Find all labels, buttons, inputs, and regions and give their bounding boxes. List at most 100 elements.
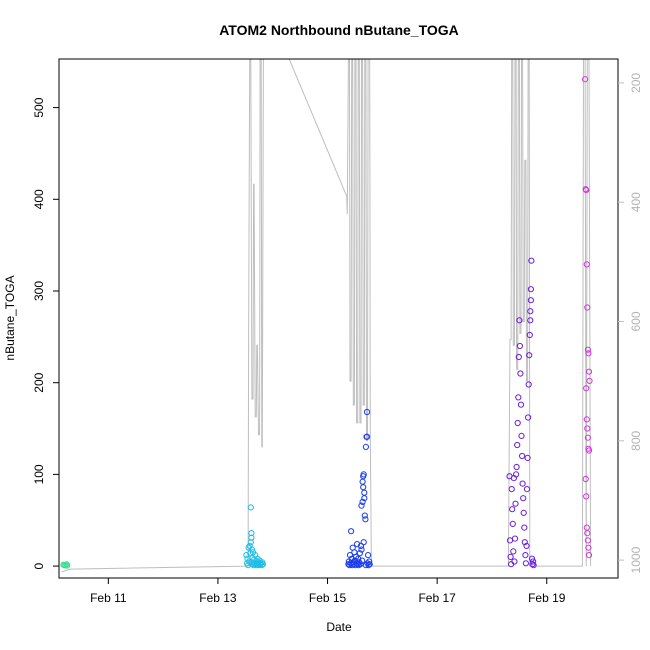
data-point xyxy=(513,471,520,478)
data-point xyxy=(509,520,516,528)
x-tick-label: Feb 11 xyxy=(90,591,127,605)
right-tick-label: 800 xyxy=(629,430,643,450)
data-point xyxy=(521,524,528,531)
data-point xyxy=(362,516,369,523)
data-point xyxy=(366,558,373,565)
data-point xyxy=(517,370,524,377)
data-point xyxy=(511,535,519,542)
data-point xyxy=(530,558,537,565)
data-point xyxy=(527,308,534,315)
data-point xyxy=(510,548,517,555)
right-axis: 200 400 600 800 1000 xyxy=(618,73,643,573)
data-point xyxy=(526,331,533,339)
data-point xyxy=(64,562,71,569)
data-point xyxy=(529,561,536,568)
data-point xyxy=(346,552,354,559)
data-point xyxy=(515,394,522,401)
data-point xyxy=(520,509,527,517)
data-point xyxy=(360,539,367,546)
data-point xyxy=(361,489,368,496)
data-point xyxy=(360,471,367,478)
y-axis-label: nButane_TOGA xyxy=(3,275,17,360)
data-point xyxy=(259,561,266,568)
right-tick-label: 400 xyxy=(629,192,643,212)
y-tick-label: 500 xyxy=(32,97,46,117)
y-tick-label: 400 xyxy=(32,189,46,209)
data-point xyxy=(584,346,592,353)
data-point xyxy=(583,524,590,531)
data-point xyxy=(365,552,372,559)
data-point xyxy=(518,432,525,439)
data-point xyxy=(509,506,516,513)
data-point xyxy=(583,385,590,392)
data-point xyxy=(363,408,371,416)
data-point xyxy=(516,317,523,324)
data-point xyxy=(530,562,537,569)
x-tick-label: Feb 17 xyxy=(418,591,456,605)
pressure-trace-line xyxy=(61,58,592,573)
data-point xyxy=(519,452,526,460)
data-point xyxy=(519,480,526,487)
data-point xyxy=(358,546,365,553)
data-point xyxy=(515,353,522,361)
data-point xyxy=(585,544,592,551)
data-point xyxy=(585,350,592,357)
data-point xyxy=(358,502,365,509)
data-point xyxy=(526,352,533,359)
data-point xyxy=(517,401,525,408)
data-point xyxy=(528,257,535,264)
data-point xyxy=(525,381,532,388)
data-point xyxy=(584,530,591,537)
data-point xyxy=(522,560,530,567)
data-point xyxy=(362,443,369,450)
data-point xyxy=(366,561,373,568)
x-axis: Feb 11 Feb 13 Feb 15 Feb 17 Feb 19 xyxy=(90,578,566,605)
data-points-layer xyxy=(60,76,593,569)
data-point xyxy=(512,500,519,507)
data-point xyxy=(583,187,590,194)
y-tick-label: 100 xyxy=(32,464,46,484)
right-tick-label: 1000 xyxy=(629,546,643,573)
data-point xyxy=(363,433,371,440)
data-point xyxy=(522,552,529,559)
data-point xyxy=(585,552,593,559)
data-point xyxy=(258,562,265,569)
chart-title: ATOM2 Northbound nButane_TOGA xyxy=(219,22,459,38)
x-tick-label: Feb 13 xyxy=(199,591,237,605)
data-point xyxy=(361,512,368,519)
data-point xyxy=(511,558,518,565)
pressure-trace-layer xyxy=(61,58,592,573)
right-tick-label: 200 xyxy=(629,73,643,93)
data-point xyxy=(521,539,528,546)
data-point xyxy=(524,454,531,461)
data-point xyxy=(361,495,368,502)
y-tick-label: 300 xyxy=(32,281,46,301)
data-point xyxy=(584,434,592,441)
data-point xyxy=(583,261,590,268)
data-point xyxy=(582,76,589,83)
data-point xyxy=(527,286,535,293)
right-tick-label: 600 xyxy=(629,311,643,331)
data-point xyxy=(247,539,254,546)
data-point xyxy=(248,534,255,541)
data-point xyxy=(359,478,366,485)
data-point xyxy=(525,414,532,421)
x-axis-label: Date xyxy=(326,620,352,634)
data-point xyxy=(513,463,520,471)
data-point xyxy=(523,486,531,493)
y-tick-label: 200 xyxy=(32,372,46,392)
y-axis: 0 100 200 300 400 500 xyxy=(32,97,59,569)
x-tick-label: Feb 19 xyxy=(528,591,566,605)
data-point xyxy=(348,528,355,535)
data-point xyxy=(585,447,593,454)
data-point xyxy=(507,553,514,561)
data-point xyxy=(514,419,521,427)
data-point xyxy=(527,317,534,324)
data-point xyxy=(583,493,590,500)
data-point xyxy=(365,562,372,569)
data-point xyxy=(584,537,592,544)
x-tick-label: Feb 15 xyxy=(309,591,347,605)
data-point xyxy=(584,425,591,432)
data-point xyxy=(247,504,254,511)
